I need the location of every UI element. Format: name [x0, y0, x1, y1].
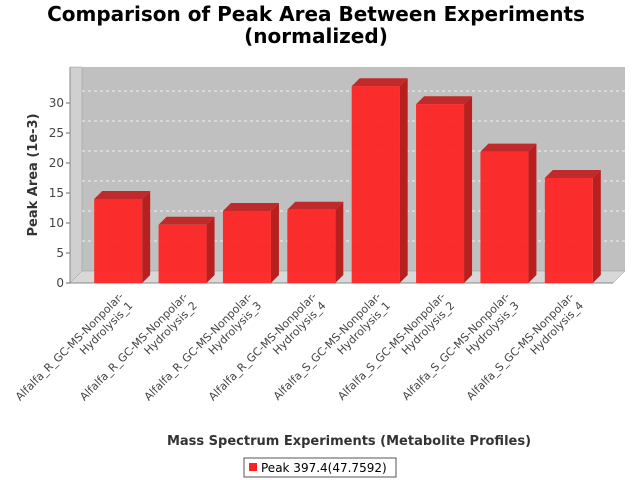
bar-side	[335, 201, 344, 283]
legend-swatch	[249, 463, 257, 471]
bar-top	[287, 201, 344, 210]
chart-title-line2: (normalized)	[244, 24, 388, 48]
x-tick-label: Alfalfa_S_GC-MS-Nonpolar-Hydrolysis_3	[400, 290, 522, 412]
legend-box	[243, 457, 397, 478]
x-tick-label: Alfalfa_S_GC-MS-Nonpolar-Hydrolysis_1	[271, 290, 393, 412]
x-tick-label: Alfalfa_S_GC-MS-Nonpolar-Hydrolysis_2	[335, 290, 457, 412]
bar-top	[480, 143, 537, 152]
x-tick-label: Alfalfa_R_GC-MS-Nonpolar-Hydrolysis_3	[142, 290, 265, 413]
bar-side	[206, 216, 215, 283]
bar	[158, 224, 207, 283]
bar	[222, 211, 271, 283]
bar-top	[416, 96, 473, 105]
bar-side	[270, 203, 279, 283]
x-tick-label: Alfalfa_R_GC-MS-Nonpolar-Hydrolysis_2	[77, 290, 200, 413]
x-tick-label: Alfalfa_R_GC-MS-Nonpolar-Hydrolysis_1	[13, 290, 136, 413]
x-tick-label: Alfalfa_R_GC-MS-Nonpolar-Hydrolysis_4	[206, 290, 329, 413]
y-tick-label: 30	[49, 96, 64, 110]
bar-top	[544, 170, 601, 178]
legend: Peak 397.4(47.7592)	[243, 457, 397, 478]
y-tick-label: 0	[56, 276, 64, 290]
y-tick-label: 20	[49, 156, 64, 170]
x-tick-label: Alfalfa_S_GC-MS-Nonpolar-Hydrolysis_4	[464, 290, 586, 412]
legend-label: Peak 397.4(47.7592)	[261, 461, 387, 475]
y-tick-label: 5	[56, 246, 64, 260]
bar-top	[94, 191, 151, 199]
bar	[351, 86, 400, 283]
bar	[480, 151, 529, 283]
y-tick-label: 10	[49, 216, 64, 230]
plot-left-wall	[69, 66, 83, 284]
x-axis-label: Mass Spectrum Experiments (Metabolite Pr…	[167, 434, 531, 449]
bar-top	[351, 78, 408, 87]
plot-floor	[69, 270, 626, 284]
bar-side	[464, 96, 473, 283]
y-tick-label: 15	[49, 186, 64, 200]
chart-title-line1: Comparison of Peak Area Between Experime…	[47, 2, 585, 26]
bar-side	[528, 143, 537, 283]
y-axis-label: Peak Area (1e-3)	[26, 113, 41, 236]
x-tick-label-line: Alfalfa_R_GC-MS-Nonpolar-	[13, 290, 126, 403]
bar	[287, 209, 336, 283]
bar-side	[142, 191, 151, 283]
bar	[94, 199, 143, 283]
bar-top	[158, 216, 215, 225]
y-tick-label: 25	[49, 126, 64, 140]
plot-area: 0 5 10 15 20 25 30 Alfalfa_R_GC-MS-Nonpolar-Hyd…	[13, 66, 626, 413]
bar	[544, 178, 593, 283]
bar-top	[222, 203, 279, 211]
bar-side	[399, 78, 408, 283]
bar	[416, 104, 465, 283]
bar-side	[592, 170, 601, 283]
